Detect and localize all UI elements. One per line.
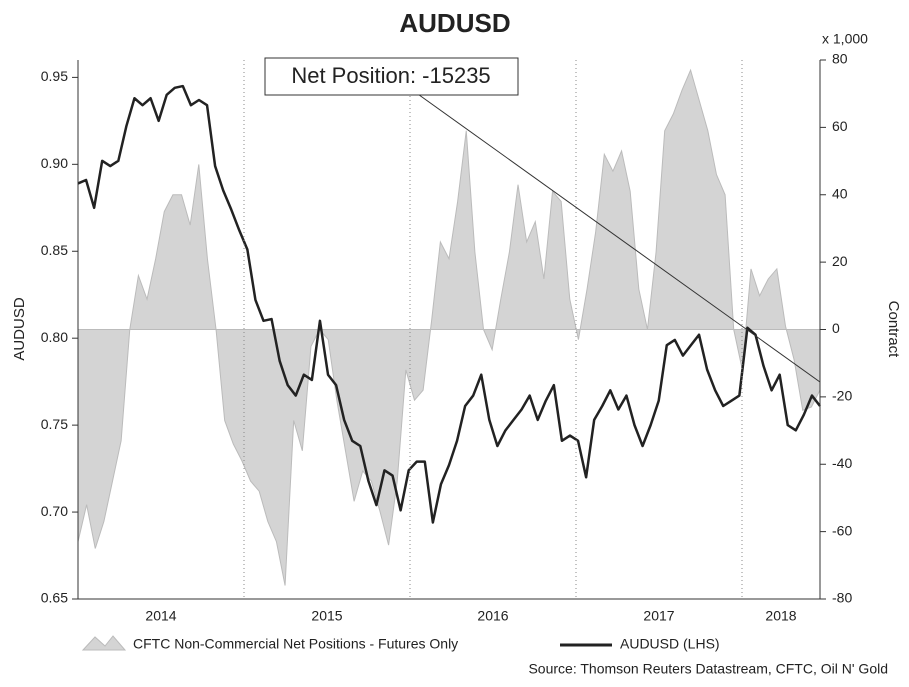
y2-tick-label: 20 [832, 253, 848, 269]
x-tick-label: 2015 [311, 608, 342, 624]
source: Source: Thomson Reuters Datastream, CFTC… [528, 661, 888, 677]
y2-tick-label: -40 [832, 455, 852, 471]
y2-tick-label: -60 [832, 522, 852, 538]
y2-unit: x 1,000 [822, 31, 868, 47]
y-tick-label: 0.70 [41, 503, 68, 519]
y-tick-label: 0.80 [41, 329, 68, 345]
y2-tick-label: 40 [832, 185, 848, 201]
y-tick-label: 0.95 [41, 68, 68, 84]
y2-axis-label: Contract [885, 301, 902, 359]
y-axis-label: AUDUSD [11, 297, 28, 361]
y2-tick-label: -20 [832, 388, 852, 404]
legend-label: CFTC Non-Commercial Net Positions - Futu… [133, 636, 458, 652]
x-tick-label: 2018 [765, 608, 796, 624]
y-tick-label: 0.75 [41, 416, 68, 432]
legend-label: AUDUSD (LHS) [620, 636, 720, 652]
annotation: Net Position: -15235 [291, 63, 490, 88]
y2-tick-label: 60 [832, 118, 848, 134]
y-tick-label: 0.65 [41, 590, 68, 606]
annotation-box [264, 57, 519, 96]
y2-tick-label: 0 [832, 320, 840, 336]
y-tick-label: 0.90 [41, 155, 68, 171]
y2-tick-label: -80 [832, 590, 852, 606]
area [77, 68, 821, 586]
line [77, 84, 821, 524]
legend-swatch-area [81, 635, 127, 651]
x-tick-label: 2014 [145, 608, 176, 624]
x-tick-label: 2016 [477, 608, 508, 624]
y2-tick-label: 80 [832, 51, 848, 67]
y-tick-label: 0.85 [41, 242, 68, 258]
annotation-line [414, 91, 821, 383]
chart-title: AUDUSD [399, 8, 510, 38]
x-tick-label: 2017 [643, 608, 674, 624]
